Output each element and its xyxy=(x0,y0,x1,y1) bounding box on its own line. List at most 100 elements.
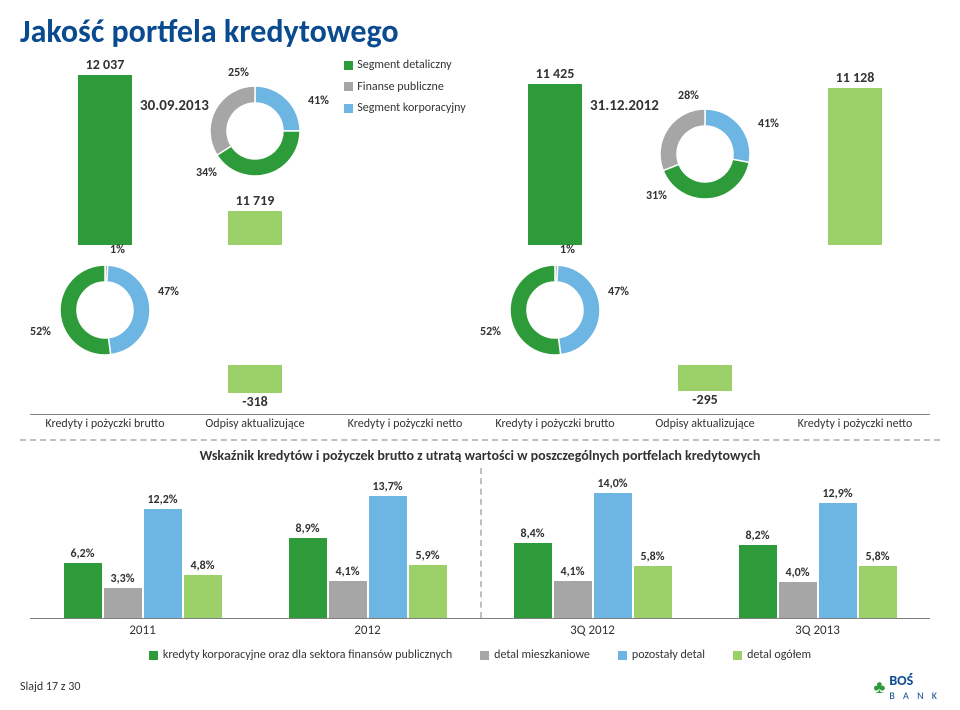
bar-value: 8,4% xyxy=(520,527,544,541)
donut-label: 41% xyxy=(758,117,779,131)
bar-rect xyxy=(739,545,777,618)
bar-value: 12,9% xyxy=(822,487,852,501)
bar-value: 8,2% xyxy=(745,529,769,543)
bar-value: 4,1% xyxy=(560,565,584,579)
bar-rect xyxy=(554,581,592,618)
page-title: Jakość portfela kredytowego xyxy=(20,12,940,51)
legend-item: Segment detaliczny xyxy=(344,55,465,77)
bar-group: 8,9% 4,1% 13,7% 5,9% xyxy=(255,468,480,618)
grouped-bar: 8,4% xyxy=(514,468,552,618)
donut-label: 25% xyxy=(228,66,249,80)
bar-2 xyxy=(228,211,282,245)
axis-label: Kredyty i pożyczki netto xyxy=(780,415,930,431)
grouped-bar: 4,1% xyxy=(554,468,592,618)
neg-bar-right xyxy=(678,365,732,391)
bar-rect xyxy=(104,588,142,618)
top-axis-labels: Kredyty i pożyczki bruttoOdpisy aktualiz… xyxy=(30,414,930,431)
grouped-bar: 13,7% xyxy=(369,468,407,618)
bar-rect xyxy=(859,566,897,618)
donut-cell-left: 30.09.2013 25%41%34% 11 719 xyxy=(180,55,330,245)
segment-legend: Segment detalicznyFinanse publiczneSegme… xyxy=(344,55,465,120)
grouped-bar: 12,9% xyxy=(819,468,857,618)
grouped-bar: 8,9% xyxy=(289,468,327,618)
bar-value: 4,1% xyxy=(335,565,359,579)
bar-value-2: 11 719 xyxy=(236,192,275,209)
bar-cell-4: 11 128 xyxy=(780,55,930,245)
donut-label: 1% xyxy=(110,243,125,257)
bar-value: 5,8% xyxy=(640,550,664,564)
bar-value: 5,9% xyxy=(415,549,439,563)
donut-label: 34% xyxy=(196,166,217,180)
brand-name: BOŚ xyxy=(889,672,913,689)
grouped-bar: 5,8% xyxy=(859,468,897,618)
subtitle: Wskaźnik kredytów i pożyczek brutto z ut… xyxy=(20,447,940,464)
donut-label: 47% xyxy=(608,285,629,299)
donut-label: 47% xyxy=(158,285,179,299)
legend-item: pozostały detal xyxy=(618,648,705,662)
top-chart-row: 12 037 30.09.2013 25%41%34% 11 719 Segme… xyxy=(20,55,940,245)
axis-label: Odpisy aktualizujące xyxy=(630,415,780,431)
donut-label: 31% xyxy=(646,189,667,203)
donut-label: 41% xyxy=(308,94,329,108)
bar-value: 6,2% xyxy=(70,547,94,561)
slide-footer: Slajd 17 z 30 ♣ BOŚ B A N K xyxy=(20,672,940,702)
bar-cell-3: 11 425 xyxy=(480,55,630,245)
bar-4 xyxy=(828,88,882,245)
grouped-bar: 12,2% xyxy=(144,468,182,618)
brand-sub: B A N K xyxy=(889,689,940,702)
neg-value-right: -295 xyxy=(692,391,718,408)
grouped-bar: 8,2% xyxy=(739,468,777,618)
clover-icon: ♣ xyxy=(874,676,886,698)
date-left: 30.09.2013 xyxy=(140,97,209,115)
bar-rect xyxy=(634,566,672,618)
neg-value-left: -318 xyxy=(242,393,268,410)
bar-group: 8,4% 4,1% 14,0% 5,8% xyxy=(480,468,705,618)
bar-rect xyxy=(409,565,447,618)
axis-label: Kredyty i pożyczki brutto xyxy=(480,415,630,431)
donut-left: 25%41%34% xyxy=(200,76,310,186)
grouped-bar: 14,0% xyxy=(594,468,632,618)
donut-label: 52% xyxy=(480,325,501,339)
donut-cell-right: 31.12.2012 28%41%31% xyxy=(630,55,780,245)
bar-value-4: 11 128 xyxy=(836,69,875,86)
slide-number: Slajd 17 z 30 xyxy=(20,680,80,694)
donut-bottom-right: 1%47%52% xyxy=(500,255,610,365)
bar-3 xyxy=(528,84,582,245)
grouped-bar: 5,9% xyxy=(409,468,447,618)
bar-group: 6,2% 3,3% 12,2% 4,8% xyxy=(30,468,255,618)
axis-label: Kredyty i pożyczki brutto xyxy=(30,415,180,431)
bar-value: 3,3% xyxy=(110,572,134,586)
bar-cell-1: 12 037 xyxy=(30,55,180,245)
neg-bar-left xyxy=(228,365,282,393)
bar-value: 14,0% xyxy=(597,477,627,491)
bar-rect xyxy=(819,503,857,618)
bar-value-3: 11 425 xyxy=(536,65,575,82)
donut-label: 1% xyxy=(560,243,575,257)
bar-value: 8,9% xyxy=(295,522,319,536)
legend-item: detal ogółem xyxy=(733,648,811,662)
bar-value: 5,8% xyxy=(865,550,889,564)
grouped-bar: 4,1% xyxy=(329,468,367,618)
axis-label: Odpisy aktualizujące xyxy=(180,415,330,431)
grouped-bar: 4,8% xyxy=(184,468,222,618)
bar-value: 12,2% xyxy=(147,493,177,507)
donut-label: 28% xyxy=(678,89,699,103)
legend-item: Finanse publiczne xyxy=(344,77,465,99)
bar-value: 4,8% xyxy=(190,559,214,573)
bar-rect xyxy=(369,496,407,618)
axis-label: 3Q 2012 xyxy=(480,619,705,638)
grouped-bar: 3,3% xyxy=(104,468,142,618)
donut-label: 52% xyxy=(30,325,51,339)
bar-value: 4,0% xyxy=(785,566,809,580)
bar-rect xyxy=(514,543,552,618)
bottom-axis-labels: 201120123Q 20123Q 2013 xyxy=(30,618,930,638)
axis-label: Kredyty i pożyczki netto xyxy=(330,415,480,431)
legend-item: Segment korporacyjny xyxy=(344,98,465,120)
bar-value: 13,7% xyxy=(372,480,402,494)
negative-bar-row: -318 -295 xyxy=(20,365,940,412)
bar-rect xyxy=(289,538,327,618)
axis-label: 2012 xyxy=(255,619,480,638)
bar-rect xyxy=(184,575,222,618)
lower-donut-row: 1%47%52% 1%47%52% xyxy=(20,245,940,365)
bar-rect xyxy=(144,509,182,618)
